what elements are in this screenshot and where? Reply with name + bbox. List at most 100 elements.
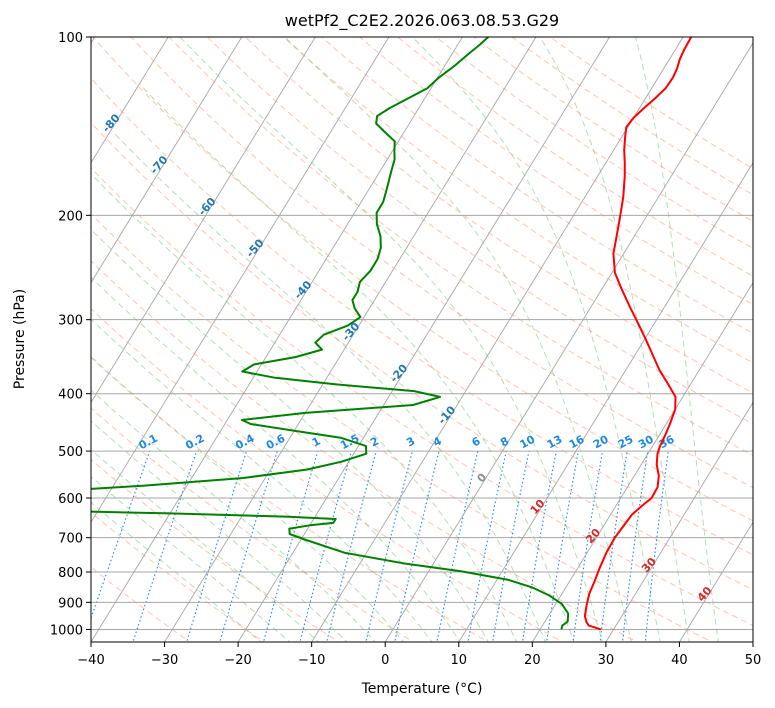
isotherm-line bbox=[605, 401, 753, 642]
mixing-ratio-line bbox=[186, 450, 248, 642]
x-axis-label: Temperature (°C) bbox=[361, 681, 483, 697]
x-tick-label: 50 bbox=[745, 653, 762, 668]
isotherm-label: -90 bbox=[52, 70, 75, 94]
x-tick-label: 30 bbox=[598, 653, 615, 668]
mixing-ratio-label: 0.6 bbox=[264, 432, 288, 453]
isotherm-label: 20 bbox=[583, 526, 603, 546]
moist-adiabat-line bbox=[91, 448, 320, 642]
mixing-ratio-label: 10 bbox=[518, 433, 538, 452]
pressure-grid bbox=[91, 37, 753, 630]
dry-adiabat-line bbox=[91, 566, 191, 642]
dry-adiabat-line bbox=[130, 37, 753, 489]
moist-adiabat-line bbox=[91, 276, 461, 642]
mixing-ratio-label: 0.4 bbox=[233, 432, 257, 453]
mixing-ratio-label: 13 bbox=[545, 433, 565, 452]
dry-adiabat-line bbox=[92, 37, 753, 522]
moist-adiabat-line bbox=[91, 318, 433, 642]
isotherm-line bbox=[678, 521, 753, 642]
x-tick-label: −20 bbox=[224, 653, 251, 668]
y-axis-ticks: 100 200 300 400 500 600 700 800 900 1000 bbox=[50, 31, 91, 638]
mixing-ratio-label: 0.1 bbox=[137, 432, 160, 453]
mixing-ratio-label: 1 bbox=[310, 434, 323, 449]
isotherm-line bbox=[458, 161, 753, 642]
moist-adiabat-line bbox=[539, 37, 690, 642]
y-tick-label: 500 bbox=[58, 445, 83, 460]
isotherm-line bbox=[164, 37, 537, 642]
plot-frame bbox=[90, 36, 754, 643]
mixing-ratio-line bbox=[644, 451, 669, 642]
isotherm-label: 0 bbox=[474, 470, 489, 485]
isotherm-label: 40 bbox=[695, 584, 715, 604]
mixing-ratio-label: 25 bbox=[616, 433, 636, 452]
dry-adiabat-line bbox=[473, 37, 753, 222]
mixing-ratio-label: 20 bbox=[591, 433, 611, 452]
isotherm-label: -100 bbox=[1, 25, 29, 54]
moist-adiabat-line bbox=[111, 130, 546, 642]
x-tick-label: −10 bbox=[298, 653, 325, 668]
x-axis-ticks: −40 −30 −20 −10 0 10 20 30 40 50 bbox=[77, 642, 761, 668]
y-tick-label: 600 bbox=[58, 492, 83, 507]
moist-adiabat-line bbox=[91, 501, 262, 642]
dry-adiabat-line bbox=[91, 77, 753, 556]
mixing-ratio-label: 6 bbox=[470, 434, 483, 449]
mixing-ratio-line bbox=[365, 450, 413, 642]
x-tick-label: 20 bbox=[524, 653, 541, 668]
x-tick-label: −30 bbox=[151, 653, 178, 668]
mixing-ratio-line bbox=[326, 450, 377, 642]
isotherm-label: -50 bbox=[244, 236, 267, 260]
y-tick-label: 1000 bbox=[50, 623, 83, 638]
mixing-ratio-label: 16 bbox=[567, 433, 587, 452]
y-tick-label: 800 bbox=[58, 566, 83, 581]
dry-adiabat-line bbox=[91, 511, 266, 642]
x-tick-label: 10 bbox=[451, 653, 468, 668]
mixing-ratio-line bbox=[492, 450, 530, 642]
mixing-ratio-line bbox=[299, 450, 353, 642]
mixing-ratio-label: 36 bbox=[657, 433, 677, 452]
mixing-ratio-label: 2 bbox=[368, 434, 381, 449]
y-tick-label: 200 bbox=[58, 209, 83, 224]
x-tick-label: −40 bbox=[77, 653, 104, 668]
y-tick-label: 100 bbox=[58, 31, 83, 46]
y-tick-label: 300 bbox=[58, 314, 83, 329]
moist-adiabat-line bbox=[179, 37, 604, 642]
sounding-series bbox=[91, 37, 693, 631]
mixing-ratio-line bbox=[262, 450, 319, 642]
mixing-ratio-label: 3 bbox=[404, 434, 417, 449]
isotherm-line bbox=[91, 37, 463, 642]
isotherm-line bbox=[384, 42, 753, 642]
moist-adiabat-line bbox=[91, 475, 291, 642]
y-tick-label: 700 bbox=[58, 532, 83, 547]
moist-adiabat-line bbox=[91, 420, 348, 642]
mixing-ratio-line bbox=[436, 450, 479, 642]
mixing-ratio-label: 8 bbox=[498, 434, 511, 449]
moist-adiabat-line bbox=[91, 389, 376, 642]
moist-adiabat-line bbox=[284, 37, 632, 642]
isotherm-line bbox=[752, 641, 753, 642]
x-tick-label: 40 bbox=[671, 653, 688, 668]
y-axis-label: Pressure (hPa) bbox=[12, 289, 28, 389]
isotherm-label: -10 bbox=[435, 403, 458, 427]
dry-adiabat-line bbox=[244, 37, 753, 394]
dry-adiabat-line bbox=[91, 260, 639, 642]
moist-adiabat-line bbox=[635, 37, 719, 642]
isotherm-line bbox=[91, 37, 390, 524]
isotherm-line bbox=[237, 37, 611, 642]
isotherm-line bbox=[91, 37, 169, 164]
mixing-ratio-line bbox=[521, 450, 557, 642]
isotherm-grid bbox=[91, 37, 753, 642]
moist-adiabat-line bbox=[91, 173, 518, 642]
mixing-ratio-line bbox=[622, 451, 649, 642]
moist-adiabat-line bbox=[91, 228, 489, 642]
moist-adiabat-line bbox=[91, 355, 405, 642]
isotherm-line bbox=[531, 281, 753, 642]
dry-adiabat-line bbox=[91, 308, 564, 642]
moist-adiabat-line bbox=[411, 37, 661, 642]
mixing-ratio-lines bbox=[91, 450, 669, 642]
y-tick-label: 400 bbox=[58, 388, 83, 403]
mixing-ratio-label: 30 bbox=[636, 433, 656, 452]
chart-title: wetPf2_C2E2.2026.063.08.53.G29 bbox=[285, 11, 559, 31]
isotherm-label: -20 bbox=[387, 361, 410, 385]
y-tick-label: 900 bbox=[58, 596, 83, 611]
isotherm-label: -40 bbox=[292, 278, 315, 302]
